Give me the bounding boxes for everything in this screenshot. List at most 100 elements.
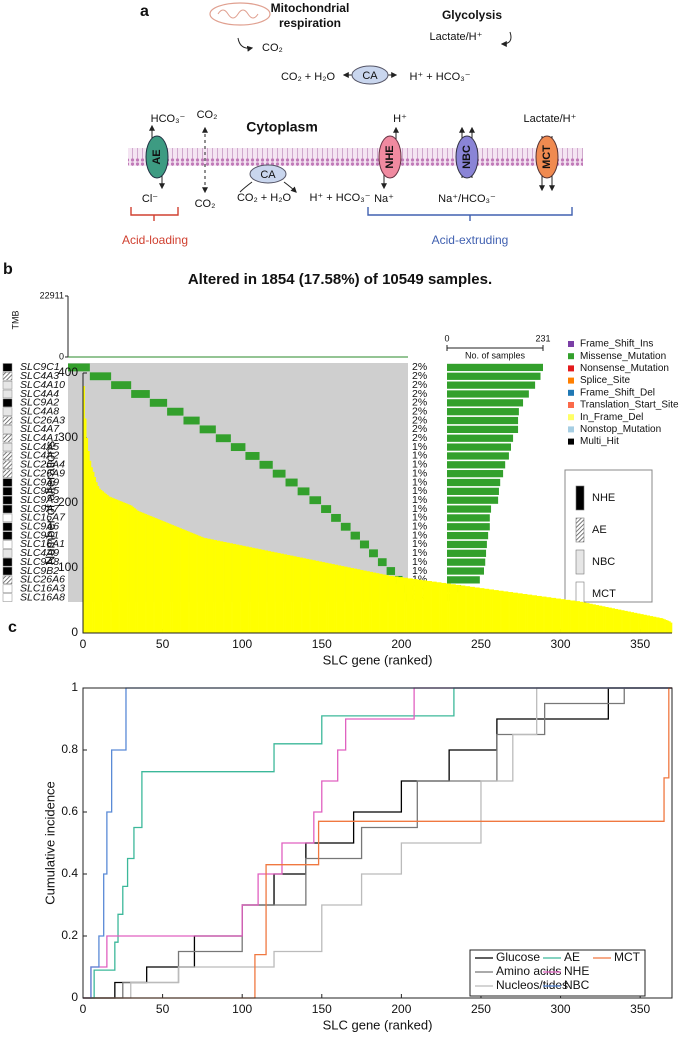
bar — [552, 597, 555, 633]
axis-label: SLC gene (ranked) — [323, 652, 433, 667]
percent-label: 1% — [412, 503, 427, 515]
legend-swatch — [568, 341, 574, 347]
bar — [508, 592, 510, 633]
bar — [229, 543, 232, 633]
bar — [455, 584, 458, 633]
axis-line — [82, 373, 672, 634]
bar — [173, 525, 176, 633]
percent-label: 1% — [412, 459, 427, 471]
legend-label: Nucleos/tides — [496, 978, 568, 992]
bar — [487, 588, 490, 633]
bar — [387, 575, 389, 633]
bar — [286, 555, 289, 633]
bar — [178, 527, 181, 633]
bar — [110, 497, 112, 633]
y-tick-label: 0 — [71, 990, 78, 1004]
bar — [600, 605, 603, 633]
gene-label: SLC16A7 — [20, 512, 66, 524]
bar — [431, 581, 434, 633]
bar — [512, 592, 515, 633]
bar — [447, 434, 514, 442]
y-tick-label: 100 — [58, 560, 78, 574]
bar — [458, 584, 461, 633]
bar — [616, 608, 619, 633]
bar — [549, 597, 552, 633]
bar — [188, 531, 190, 633]
label: CO₂ — [262, 42, 283, 54]
bar — [337, 565, 340, 633]
alteration-block — [309, 496, 322, 505]
legend-swatch — [568, 414, 574, 421]
bar — [493, 590, 496, 633]
family-marker — [2, 460, 13, 469]
bar — [328, 563, 331, 633]
gene-label: SLC9B2 — [20, 565, 59, 577]
bar — [627, 611, 630, 633]
legend-label: Glucose — [496, 950, 540, 964]
x-tick-label: 250 — [471, 637, 491, 651]
bar — [302, 558, 305, 633]
alteration-block — [259, 460, 273, 469]
bar — [358, 569, 361, 633]
bar — [412, 579, 415, 633]
bar — [447, 399, 524, 407]
bar — [536, 595, 539, 633]
bar — [258, 549, 260, 633]
bar — [447, 478, 501, 487]
x-tick-label: 350 — [630, 637, 650, 651]
bar — [519, 593, 522, 633]
bar — [191, 532, 194, 633]
bar — [533, 595, 536, 633]
gene-label: SLC26A6 — [20, 574, 65, 586]
bar — [200, 536, 203, 633]
bar — [593, 604, 596, 633]
bar — [649, 616, 652, 633]
bar — [560, 599, 563, 633]
family-marker — [2, 531, 13, 540]
bar — [652, 616, 655, 633]
x-tick-label: 300 — [551, 637, 571, 651]
bar — [213, 540, 216, 633]
bar — [503, 591, 506, 633]
bar — [447, 461, 506, 469]
bar — [514, 592, 517, 633]
bar — [332, 564, 335, 633]
bar — [525, 594, 528, 633]
bar — [119, 501, 122, 633]
bar — [415, 579, 418, 633]
bar — [380, 573, 383, 633]
bar — [646, 615, 649, 633]
bar — [240, 545, 243, 633]
bar — [113, 498, 116, 633]
percent-label: 1% — [412, 441, 427, 453]
gene-label: SLC4A9 — [20, 547, 59, 559]
bar — [118, 500, 120, 633]
bar — [207, 538, 210, 633]
bar — [211, 539, 214, 633]
bar — [557, 598, 560, 633]
bar — [262, 549, 265, 633]
percent-label: 1% — [412, 467, 427, 479]
bar — [372, 572, 375, 633]
bar — [324, 562, 327, 633]
family-marker — [2, 416, 13, 425]
bar — [447, 496, 499, 504]
gene-label: SLC4A7 — [20, 423, 60, 435]
alteration-block — [350, 531, 360, 540]
alteration-block — [331, 513, 341, 522]
label: Na⁺ — [374, 193, 394, 205]
legend-label: AE — [592, 524, 607, 536]
bar — [317, 560, 319, 633]
legend-label: NBC — [564, 978, 590, 992]
bar — [172, 525, 175, 633]
bar — [520, 593, 523, 633]
bar — [121, 501, 124, 633]
bar — [243, 545, 246, 633]
bar — [423, 580, 426, 633]
gene-label: SLC4A3 — [20, 370, 59, 382]
alteration-block — [340, 522, 351, 531]
bar — [447, 443, 511, 451]
x-tick-label: 50 — [156, 1002, 170, 1016]
gene-label: SLC4A4 — [20, 388, 59, 400]
bar — [528, 594, 531, 633]
